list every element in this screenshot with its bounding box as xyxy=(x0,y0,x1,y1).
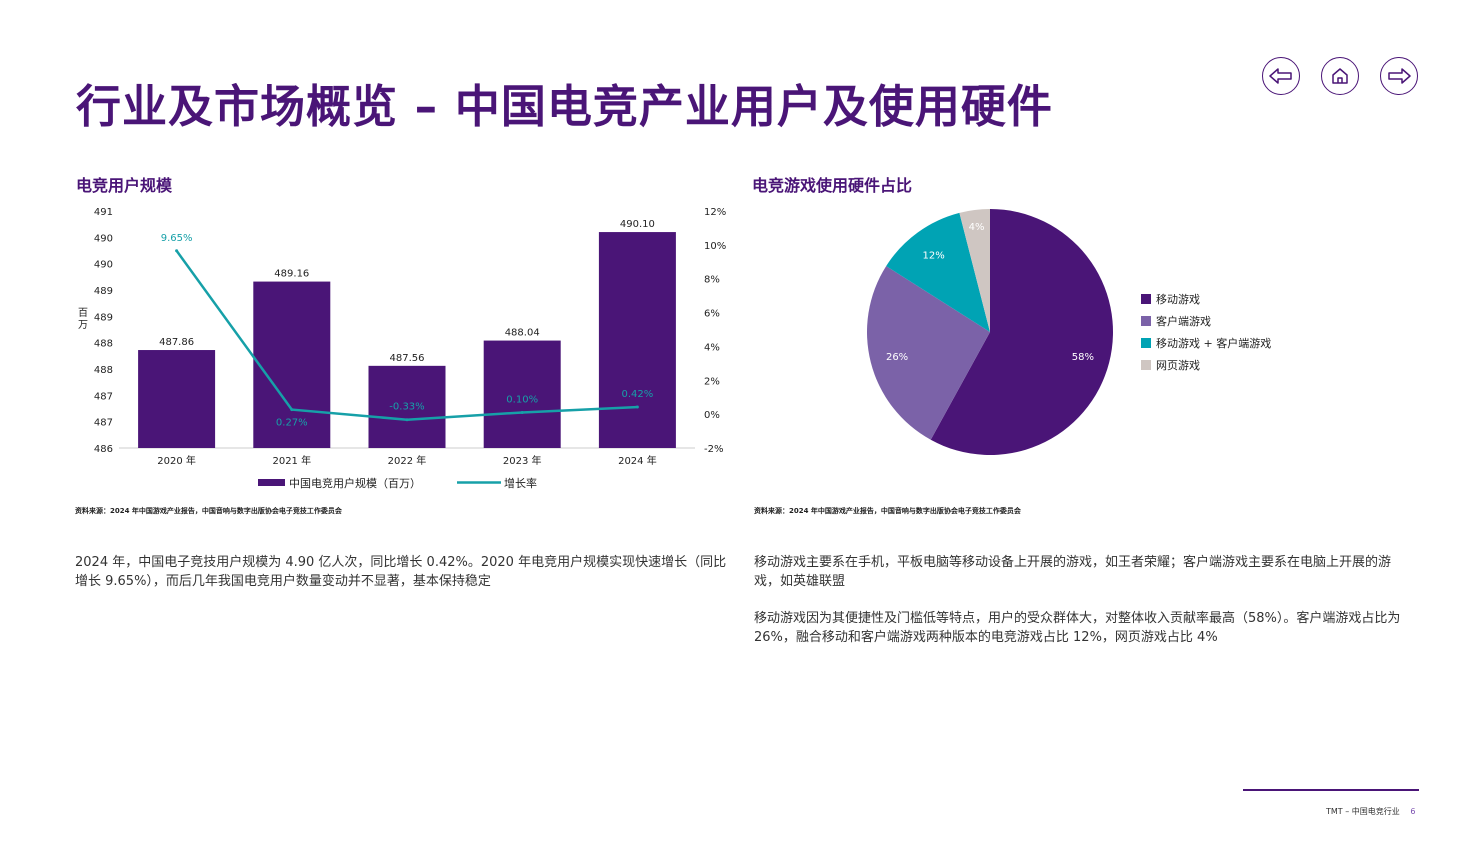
right-axis-tick: 4% xyxy=(704,342,720,353)
left-axis-tick: 488 xyxy=(94,339,113,350)
legend-item: 移动游戏 xyxy=(1141,288,1271,310)
footer-text: TMT – 中国电竞行业 xyxy=(1326,807,1400,816)
bar-value-label: 489.16 xyxy=(274,269,309,280)
left-axis-tick: 490 xyxy=(94,260,113,271)
growth-rate-label: 0.42% xyxy=(622,389,654,400)
arrow-right-icon xyxy=(1388,68,1411,84)
right-source-note: 资料来源：2024 年中国游戏产业报告，中国音响与数字出版协会电子竞技工作委员会 xyxy=(754,507,1021,515)
x-axis-tick: 2020 年 xyxy=(157,454,196,467)
pie-legend: 移动游戏客户端游戏移动游戏 + 客户端游戏 网页游戏 xyxy=(1141,288,1271,376)
legend-swatch-user-scale xyxy=(258,479,285,486)
home-button[interactable] xyxy=(1321,57,1359,95)
pie-slice xyxy=(959,209,990,332)
y-axis-label: 万 xyxy=(78,320,88,331)
legend-label: 移动游戏 xyxy=(1156,293,1200,306)
bar xyxy=(253,281,331,448)
x-axis-tick: 2022 年 xyxy=(388,454,427,467)
bar xyxy=(138,350,216,448)
hardware-share-title: 电竞游戏使用硬件占比 xyxy=(752,176,913,195)
left-axis-tick: 490 xyxy=(94,233,113,244)
right-axis-tick: 2% xyxy=(704,376,720,387)
growth-rate-point xyxy=(175,249,179,253)
legend-label-user-scale: 中国电竞用户规模（百万） xyxy=(289,476,421,490)
pie-slice xyxy=(867,266,990,440)
right-axis-tick: 10% xyxy=(704,241,726,252)
pie-slice-label: 26% xyxy=(886,352,908,363)
x-axis-tick: 2023 年 xyxy=(503,454,542,467)
growth-rate-point xyxy=(405,418,409,422)
growth-rate-point xyxy=(290,408,294,412)
growth-rate-point xyxy=(635,405,639,409)
growth-rate-label: 0.10% xyxy=(506,394,538,405)
left-axis-tick: 487 xyxy=(94,391,113,402)
legend-label: 网页游戏 xyxy=(1156,359,1200,372)
home-icon xyxy=(1332,68,1348,84)
pie-slice-label: 4% xyxy=(969,222,985,233)
bar xyxy=(598,232,676,448)
bar xyxy=(483,340,561,448)
legend-swatch xyxy=(1141,360,1151,370)
pie-slice xyxy=(886,212,990,332)
page-number: 6 xyxy=(1410,807,1416,816)
hardware-description-1: 移动游戏主要系在手机，平板电脑等移动设备上开展的游戏，如王者荣耀；客户端游戏主要… xyxy=(754,555,1392,589)
right-axis-tick: 0% xyxy=(704,410,720,421)
legend-item: 移动游戏 + 客户端游戏 xyxy=(1141,332,1271,354)
legend-label: 客户端游戏 xyxy=(1156,315,1211,328)
user-scale-chart: 486 487 487 488 488 489 489 490 490 491 -2% 0% 2% 4% 6… xyxy=(78,207,726,490)
left-axis-tick: 488 xyxy=(94,365,113,376)
user-scale-title: 电竞用户规模 xyxy=(76,176,173,195)
legend-item: 网页游戏 xyxy=(1141,354,1271,376)
growth-rate-label: -0.33% xyxy=(389,402,424,413)
right-axis-tick: -2% xyxy=(704,444,723,455)
hardware-pie-chart: 58% 26% 12% 4% xyxy=(867,209,1113,455)
bar-value-label: 490.10 xyxy=(620,219,655,230)
bar xyxy=(368,365,446,448)
forward-button[interactable] xyxy=(1380,57,1418,95)
page-title: 行业及市场概览 – 中国电竞产业用户及使用硬件 xyxy=(76,80,1053,133)
pie-slice-label: 58% xyxy=(1072,352,1094,363)
legend-swatch xyxy=(1141,316,1151,326)
user-scale-description: 2024 年，中国电子竞技用户规模为 4.90 亿人次，同比增长 0.42%。2… xyxy=(75,555,727,589)
left-axis-tick: 489 xyxy=(94,312,113,323)
legend-swatch xyxy=(1141,294,1151,304)
growth-rate-point xyxy=(520,410,524,414)
pie-slice xyxy=(930,209,1113,455)
footer-label: TMT – 中国电竞行业 6 xyxy=(1326,806,1415,817)
right-axis-tick: 6% xyxy=(704,309,720,320)
x-axis-tick: 2021 年 xyxy=(272,454,311,467)
right-axis-tick: 12% xyxy=(704,207,726,218)
y-axis-label: 百 xyxy=(78,307,88,319)
right-axis-tick: 8% xyxy=(704,275,720,286)
left-axis-tick: 489 xyxy=(94,286,113,297)
back-button[interactable] xyxy=(1262,57,1300,95)
left-source-note: 资料来源：2024 年中国游戏产业报告，中国音响与数字出版协会电子竞技工作委员会 xyxy=(75,507,342,515)
bar-value-label: 488.04 xyxy=(505,328,540,339)
arrow-left-icon xyxy=(1269,68,1292,84)
bar-value-label: 487.86 xyxy=(159,337,194,348)
legend-label: 移动游戏 + 客户端游戏 xyxy=(1156,337,1272,350)
pie-slice-label: 12% xyxy=(922,250,944,261)
left-axis-tick: 491 xyxy=(94,207,113,218)
legend-item: 客户端游戏 xyxy=(1141,310,1271,332)
legend-swatch xyxy=(1141,338,1151,348)
left-axis-tick: 487 xyxy=(94,418,113,429)
footer-divider xyxy=(1243,789,1419,791)
hardware-description-2: 移动游戏因为其便捷性及门槛低等特点，用户的受众群体大，对整体收入贡献率最高（58… xyxy=(754,611,1401,645)
left-axis-tick: 486 xyxy=(94,444,113,455)
growth-rate-label: 0.27% xyxy=(276,418,308,429)
legend-label-growth: 增长率 xyxy=(504,476,537,490)
bar-value-label: 487.56 xyxy=(390,353,425,364)
growth-rate-label: 9.65% xyxy=(161,233,193,244)
x-axis-tick: 2024 年 xyxy=(618,454,657,467)
